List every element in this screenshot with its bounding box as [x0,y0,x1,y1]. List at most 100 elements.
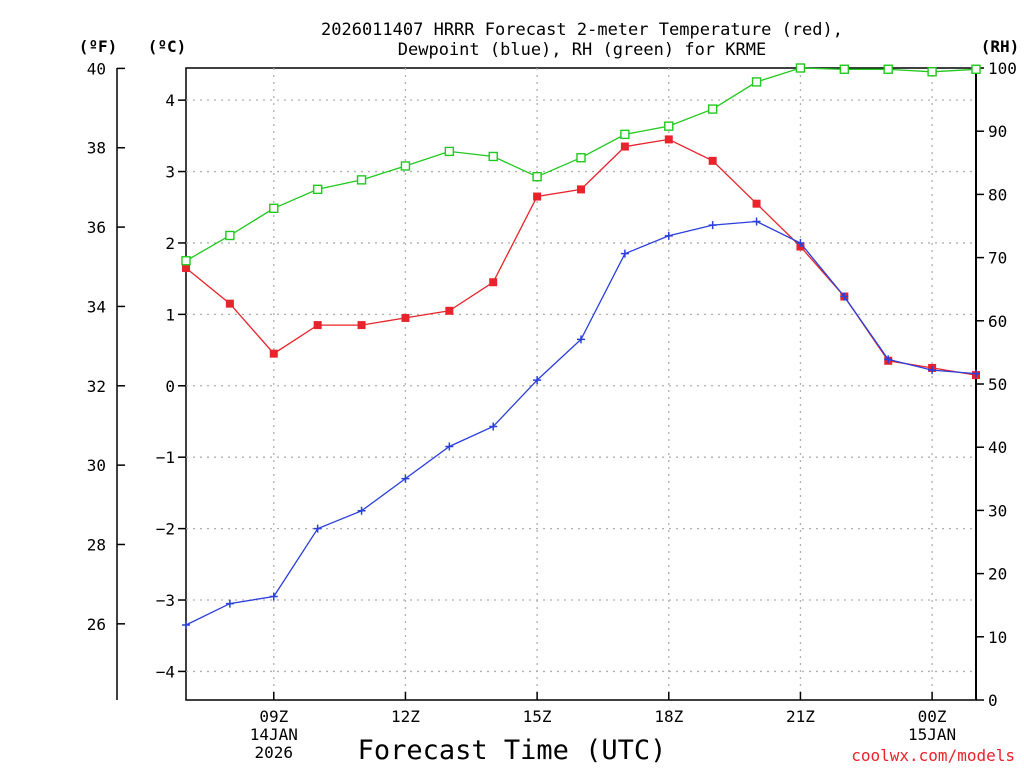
rh-tick-label: 10 [988,628,1007,647]
dewpoint-point [225,599,234,608]
rh-point [839,64,850,74]
credit-link[interactable]: coolwx.com/models [851,746,1015,765]
dewpoint-point [445,442,454,451]
rh-point [269,203,279,214]
rh-point [400,161,411,171]
temperature-point [225,299,234,308]
dewpoint-point [533,376,542,385]
rh-tick-label: 50 [988,375,1007,394]
fahrenheit-tick-label: 26 [87,615,106,634]
rh-point [181,256,191,266]
time-tick-label: 12Z [391,707,420,726]
dewpoint-point [401,474,410,483]
temperature-point [357,321,366,330]
dewpoint-point [357,506,366,515]
x-axis-title: Forecast Time (UTC) [358,735,667,766]
rh-point [576,153,586,163]
fahrenheit-unit-label: (ºF) [79,37,118,56]
temperature-point [533,192,542,201]
rh-point [664,121,674,131]
celsius-tick-label: 3 [165,163,175,182]
rh-point [707,104,718,114]
temperature-point [489,278,498,287]
rh-tick-label: 60 [988,312,1007,331]
plot-area [185,67,977,701]
rh-tick-label: 90 [988,122,1007,141]
dewpoint-point [972,369,980,378]
rh-tick-label: 0 [988,691,998,710]
time-tick-label: 21Z [786,707,815,726]
fahrenheit-axis: 40 38 36 34 32 30 28 26 [87,59,125,634]
time-tick-label: 15Z [523,707,552,726]
chart-title-line-1: 2026011407 HRRR Forecast 2-meter Tempera… [321,20,843,40]
dewpoint-point [928,366,937,375]
temperature-point [269,349,278,358]
rh-point [971,64,981,74]
dewpoint-point [313,524,322,533]
dewpoint-point [796,238,805,247]
temperature-point [752,199,761,208]
time-tick-label: 00Z [918,707,947,726]
time-tick-label: 15JAN [908,725,956,744]
celsius-tick-label: 0 [165,377,175,396]
temperature-point [182,263,190,272]
temperature-point [664,135,673,144]
rh-point [488,151,498,162]
rh-point [620,129,630,140]
time-tick-label: 14JAN [250,725,298,744]
rh-point [444,146,455,157]
temperature-point [708,156,717,165]
fahrenheit-tick-label: 34 [87,297,106,316]
dewpoint-point [840,292,849,301]
celsius-tick-label: −3 [156,591,175,610]
fahrenheit-tick-label: 28 [87,535,106,554]
rh-point [532,172,542,182]
rh-point [356,175,367,185]
fahrenheit-tick-label: 40 [87,59,106,78]
temperature-point [401,313,410,322]
fahrenheit-tick-label: 36 [87,218,106,237]
dewpoint-point [708,221,717,230]
dewpoint-point [884,355,893,364]
temperature-point [445,306,454,315]
dewpoint-point [269,592,278,601]
rh-tick-label: 70 [988,249,1007,268]
celsius-axis: 4 3 2 1 0 −1 −2 −3 −4 [156,91,186,681]
temperature-point [313,321,322,330]
celsius-tick-label: −1 [156,448,175,467]
temperature-point [620,142,629,151]
rh-point [883,64,893,74]
celsius-tick-label: −2 [156,520,175,539]
dewpoint-point [489,422,498,431]
rh-point [795,63,806,73]
rh-tick-label: 80 [988,185,1007,204]
rh-tick-label: 100 [988,59,1017,78]
time-tick-label: 18Z [654,707,683,726]
dewpoint-point [664,231,673,240]
rh-point [751,77,762,87]
series-layer [181,63,981,630]
celsius-tick-label: 1 [165,305,175,324]
rh-unit-label: (RH) [981,37,1020,56]
fahrenheit-tick-label: 38 [87,139,106,158]
fahrenheit-tick-label: 30 [87,456,106,475]
dewpoint-point [620,249,629,258]
celsius-tick-label: 4 [165,91,175,110]
rh-tick-label: 30 [988,501,1007,520]
dewpoint-point [577,335,585,344]
rh-point [927,67,937,77]
celsius-tick-label: 2 [165,234,175,253]
time-tick-label: 09Z [259,707,288,726]
fahrenheit-tick-label: 32 [87,377,106,396]
celsius-unit-label: (ºC) [148,37,187,56]
time-tick-label: 2026 [255,743,294,762]
chart-title-line-2: Dewpoint (blue), RH (green) for KRME [398,40,766,60]
dewpoint-point [182,621,190,630]
temperature-point [577,185,585,194]
dewpoint-point [752,217,761,226]
rh-tick-label: 40 [988,438,1007,457]
rh-point [225,230,235,241]
